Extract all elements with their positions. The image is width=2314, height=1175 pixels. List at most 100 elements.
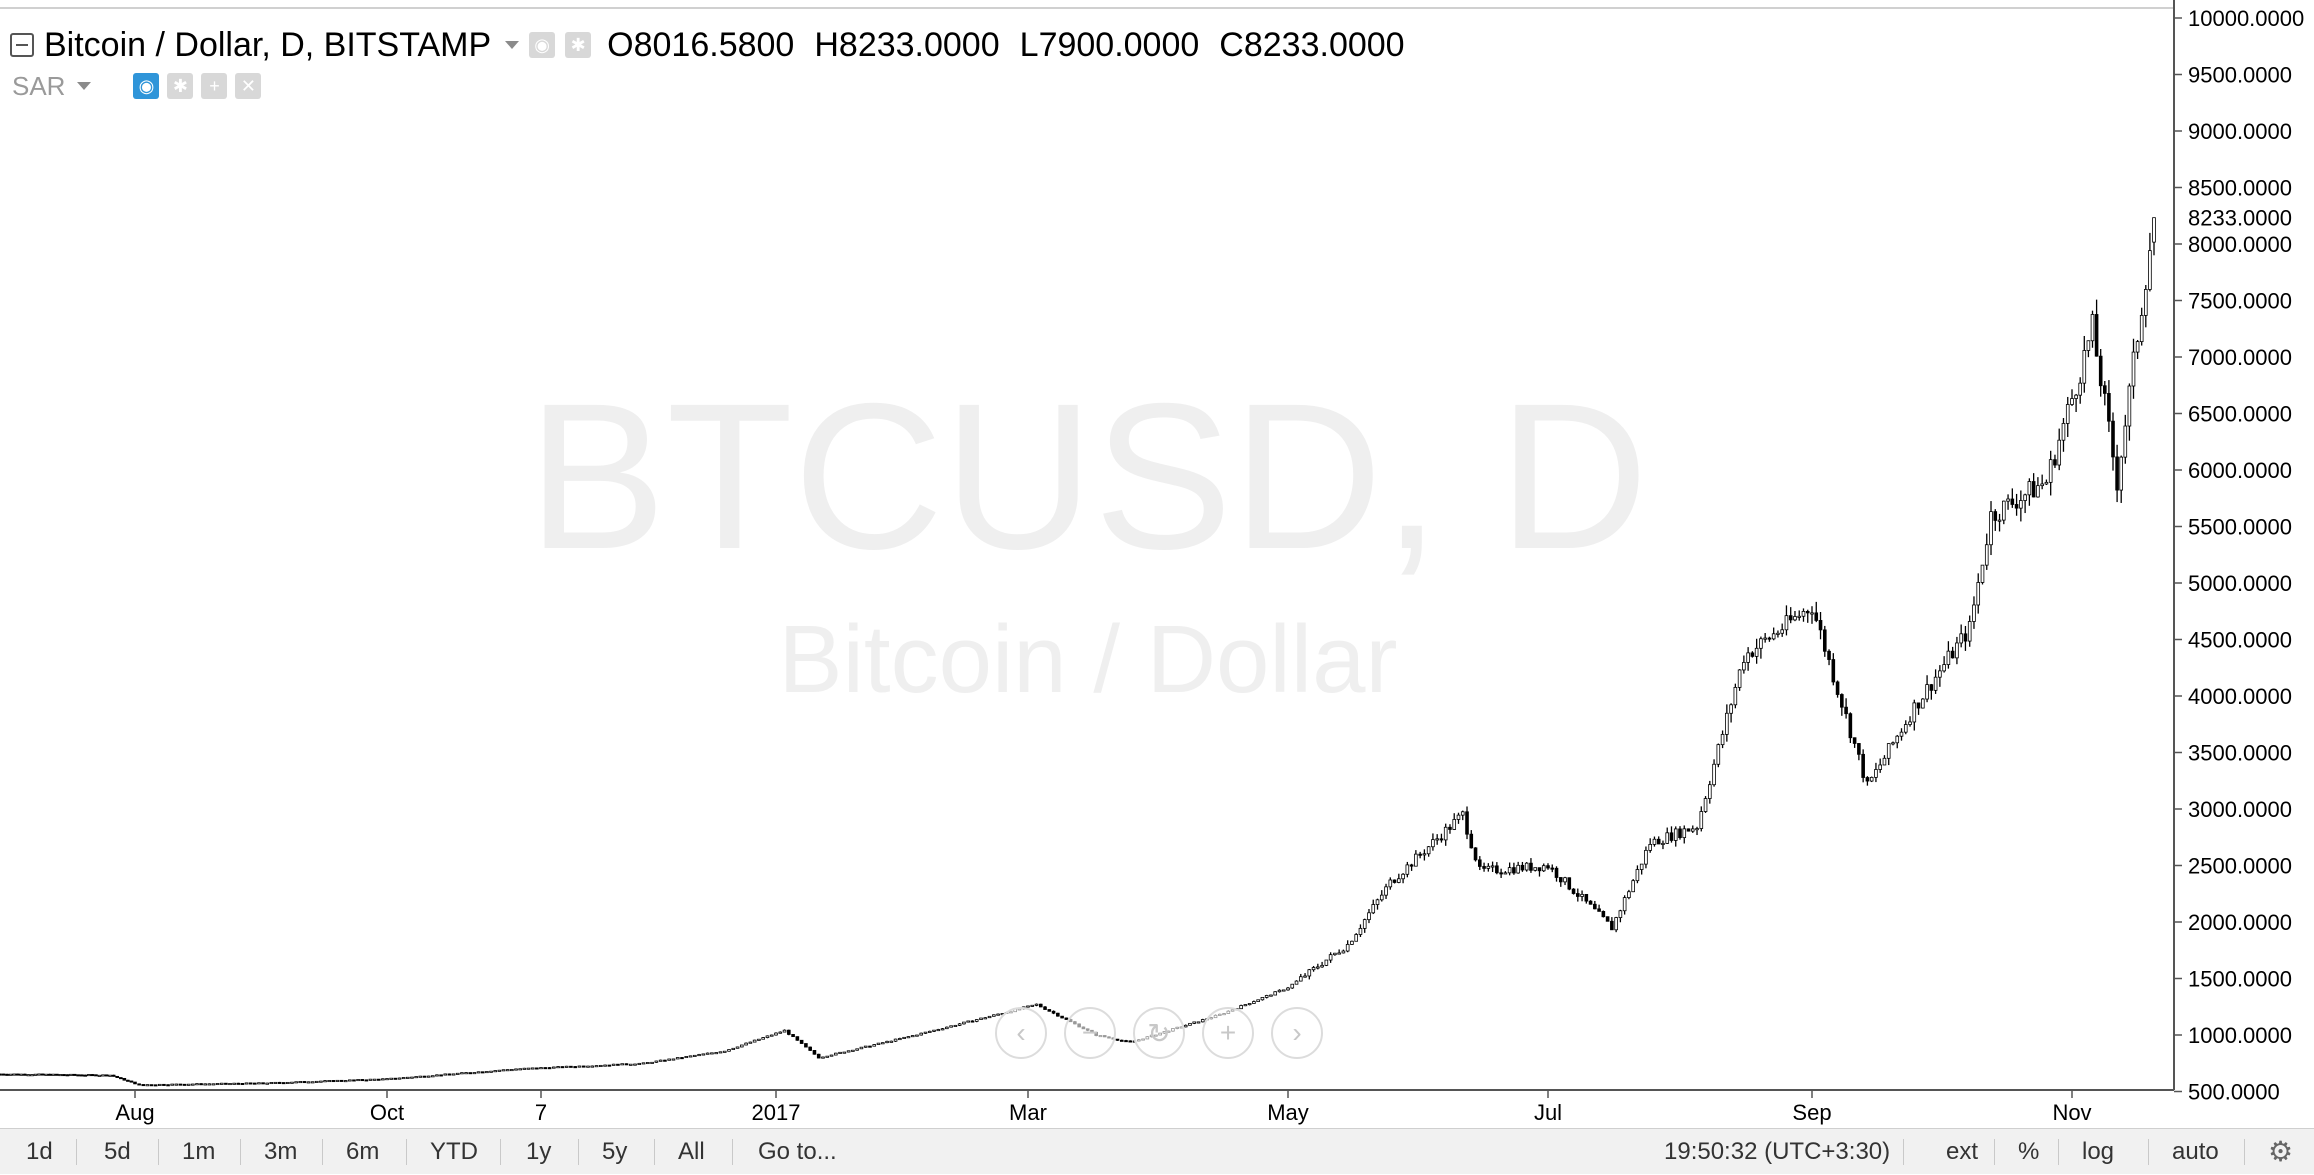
candle-body xyxy=(19,1073,24,1076)
candle-body xyxy=(1448,826,1452,830)
candle-body xyxy=(1929,684,1934,691)
candle-body xyxy=(2078,382,2083,396)
log-toggle[interactable]: log xyxy=(2082,1138,2115,1165)
candle-body xyxy=(1529,862,1533,871)
candle-body xyxy=(178,1083,183,1086)
candle-body xyxy=(389,1077,393,1080)
close-icon[interactable]: ✕ xyxy=(235,73,262,99)
candle-body xyxy=(2115,456,2119,491)
eye-icon[interactable]: ◉ xyxy=(529,32,556,58)
candle-body xyxy=(2127,385,2132,427)
candle-body xyxy=(526,1067,531,1070)
symbol-title[interactable]: Bitcoin / Dollar, D, BITSTAMP xyxy=(44,26,492,64)
collapse-legend-icon[interactable] xyxy=(10,33,34,57)
range-6m[interactable]: 6m xyxy=(346,1138,380,1165)
candle-body xyxy=(663,1059,667,1062)
candle-body xyxy=(560,1066,565,1069)
candle-body xyxy=(658,1059,663,1062)
range-3m[interactable]: 3m xyxy=(264,1138,298,1165)
clock[interactable]: 19:50:32 (UTC+3:30) xyxy=(1664,1138,1891,1165)
range-5d[interactable]: 5d xyxy=(104,1138,131,1165)
candle-body xyxy=(451,1073,456,1076)
candle-body xyxy=(616,1063,620,1066)
candle-body xyxy=(137,1083,141,1086)
candle-body xyxy=(1984,544,1989,566)
candle-body xyxy=(26,1074,31,1077)
candle-body xyxy=(1967,621,1972,642)
candle-body xyxy=(1840,694,1844,708)
candle-body xyxy=(1558,877,1563,883)
candle-body xyxy=(641,1062,646,1065)
range-5y[interactable]: 5y xyxy=(602,1138,628,1165)
range-all[interactable]: All xyxy=(678,1138,705,1165)
settings-gear-icon[interactable]: ⚙ xyxy=(2268,1136,2294,1167)
candle-body xyxy=(1541,865,1546,872)
candle-body xyxy=(787,1029,791,1035)
zoom-in-button[interactable]: + xyxy=(1202,1007,1254,1059)
candle-body xyxy=(1776,632,1780,635)
time-axis[interactable]: Aug Oct 7 2017 Mar May Jul Sep Nov xyxy=(115,1090,2092,1125)
candle-body xyxy=(727,1049,731,1052)
price-tick-label: 7000.0000 xyxy=(2188,345,2292,370)
price-tick-label: 9500.0000 xyxy=(2188,63,2292,88)
candle-body xyxy=(808,1046,812,1051)
plus-icon[interactable]: + xyxy=(201,73,228,99)
candle-body xyxy=(1503,872,1508,875)
candle-body xyxy=(1695,828,1699,831)
candle-body xyxy=(37,1073,41,1076)
candle-body xyxy=(1367,912,1371,921)
range-1y[interactable]: 1y xyxy=(526,1138,552,1165)
percent-toggle[interactable]: % xyxy=(2018,1138,2040,1165)
ext-toggle[interactable]: ext xyxy=(1946,1138,1979,1165)
candle-body xyxy=(129,1080,134,1083)
candle-body xyxy=(1916,702,1921,709)
candle-body xyxy=(1546,865,1550,869)
gear-icon[interactable]: ✱ xyxy=(565,32,592,58)
chevron-down-icon[interactable] xyxy=(505,41,520,49)
range-1d[interactable]: 1d xyxy=(26,1138,53,1165)
candle-body xyxy=(1524,862,1529,871)
candle-body xyxy=(2044,481,2049,485)
scroll-right-button[interactable]: › xyxy=(1271,1007,1323,1059)
candle-body xyxy=(1784,615,1789,631)
candle-body xyxy=(1409,864,1414,867)
range-1m[interactable]: 1m xyxy=(182,1138,216,1165)
reset-button[interactable]: ↻ xyxy=(1133,1007,1185,1059)
eye-icon[interactable]: ◉ xyxy=(133,73,160,99)
price-chart[interactable]: BTCUSD, D Bitcoin / Dollar 10000.0000 950… xyxy=(0,0,2314,1128)
candle-body xyxy=(406,1076,410,1079)
candle-body xyxy=(133,1081,137,1085)
candle-body xyxy=(1277,989,1282,993)
candle-body xyxy=(1405,864,1410,875)
price-tick-label: 5000.0000 xyxy=(2188,571,2292,596)
chevron-down-icon[interactable] xyxy=(77,82,92,90)
scroll-left-button[interactable]: ‹ xyxy=(995,1007,1047,1059)
candle-body xyxy=(957,1023,962,1026)
candle-body xyxy=(277,1081,282,1084)
zoom-out-button[interactable]: − xyxy=(1064,1007,1116,1059)
divider xyxy=(500,1139,501,1165)
range-ytd[interactable]: YTD xyxy=(430,1138,478,1165)
gear-icon[interactable]: ✱ xyxy=(167,73,194,99)
candle-body xyxy=(718,1051,723,1054)
goto-button[interactable]: Go to... xyxy=(758,1138,837,1165)
candle-body xyxy=(97,1074,102,1077)
candle-body xyxy=(1925,684,1929,700)
candle-body xyxy=(740,1044,744,1048)
indicator-label[interactable]: SAR xyxy=(12,70,66,101)
candle-body xyxy=(368,1078,373,1081)
candle-body xyxy=(215,1083,220,1086)
candle-body xyxy=(1401,873,1405,880)
auto-toggle[interactable]: auto xyxy=(2172,1138,2219,1165)
candle-body xyxy=(697,1054,701,1057)
candle-body xyxy=(2111,420,2115,458)
candle-body xyxy=(1822,629,1827,652)
candle-body xyxy=(514,1068,518,1071)
candle-body xyxy=(1699,811,1704,829)
candle-body xyxy=(646,1062,650,1065)
candle-body xyxy=(552,1066,556,1069)
candle-body xyxy=(273,1081,278,1084)
candle-body xyxy=(372,1078,377,1081)
candle-body xyxy=(149,1084,154,1087)
